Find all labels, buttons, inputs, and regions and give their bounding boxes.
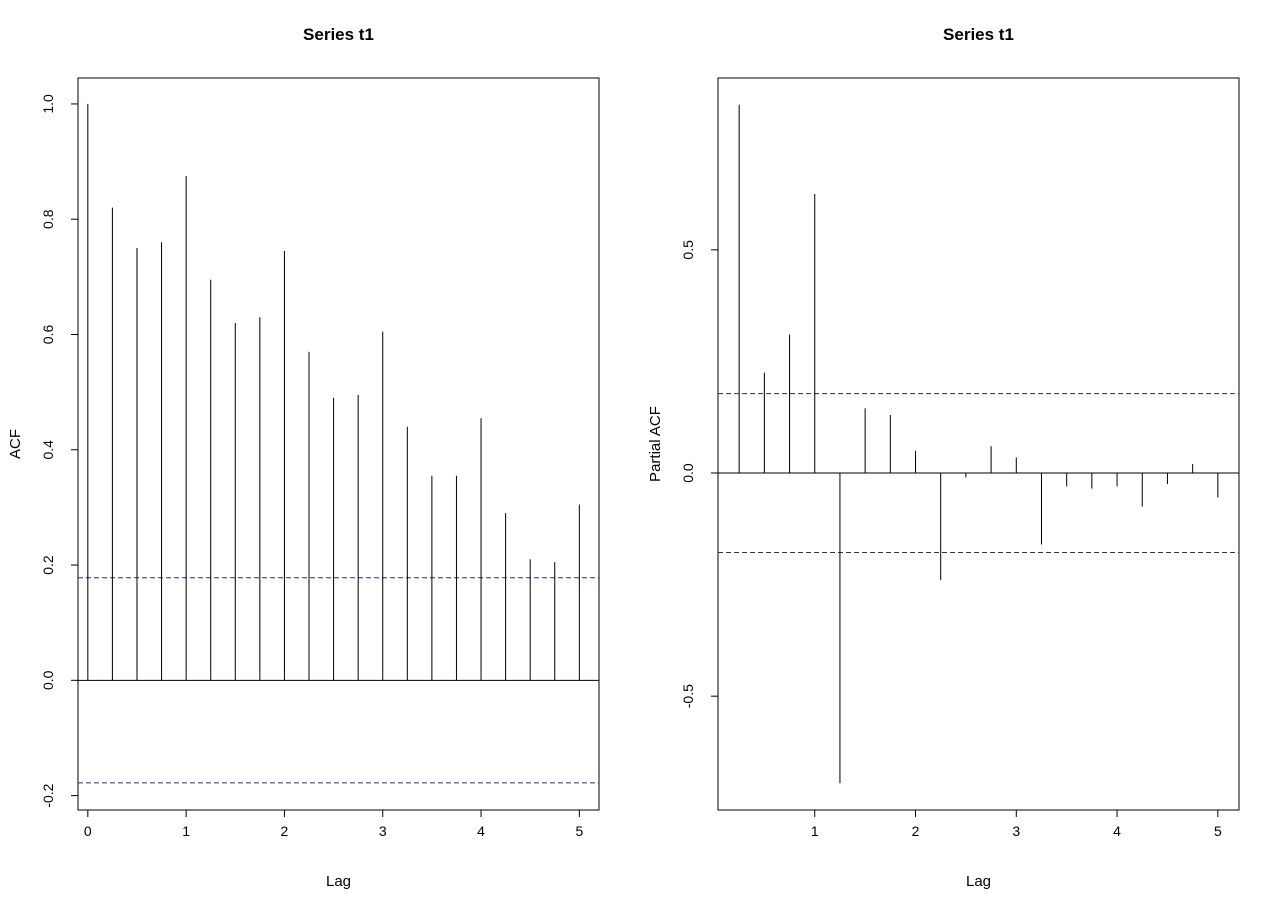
x-axis-label: Lag	[326, 873, 351, 890]
x-tick-label: 2	[281, 823, 289, 839]
x-tick-label: 3	[379, 823, 387, 839]
y-axis-label: Partial ACF	[647, 406, 664, 482]
y-tick-label: 0.5	[680, 240, 696, 260]
x-tick-label: 0	[84, 823, 92, 839]
plot-frame	[77, 77, 600, 811]
acf-panel: Series t1 Lag ACF 0 1 2 3 4 5 -0.2 0.0 0.2 0.4 0.6…	[7, 25, 600, 890]
y-tick-label: 0.0	[40, 670, 56, 690]
y-tick-label: 1.0	[40, 94, 56, 114]
y-tick-label: 0.6	[40, 325, 56, 345]
x-tick-label: 1	[811, 823, 819, 839]
y-tick-label: 0.4	[40, 440, 56, 460]
chart-title: Series t1	[943, 25, 1014, 44]
x-tick-label: 5	[1214, 823, 1222, 839]
x-tick-label: 5	[575, 823, 583, 839]
y-tick-label: 0.0	[680, 463, 696, 483]
x-tick-label: 1	[182, 823, 190, 839]
y-tick-label: 0.2	[40, 555, 56, 575]
x-tick-label: 3	[1012, 823, 1020, 839]
x-axis-label: Lag	[966, 873, 991, 890]
x-tick-label: 2	[912, 823, 920, 839]
plot-frame	[717, 77, 1240, 811]
pacf-panel: Series t1 Lag Partial ACF 1 2 3 4 5 -0.5 0.0 0.…	[647, 25, 1240, 890]
y-tick-label: -0.2	[40, 783, 56, 807]
y-axis-label: ACF	[7, 429, 24, 459]
chart-title: Series t1	[303, 25, 374, 44]
x-tick-label: 4	[477, 823, 485, 839]
y-tick-label: 0.8	[40, 209, 56, 229]
x-tick-label: 4	[1113, 823, 1121, 839]
y-tick-label: -0.5	[680, 684, 696, 708]
